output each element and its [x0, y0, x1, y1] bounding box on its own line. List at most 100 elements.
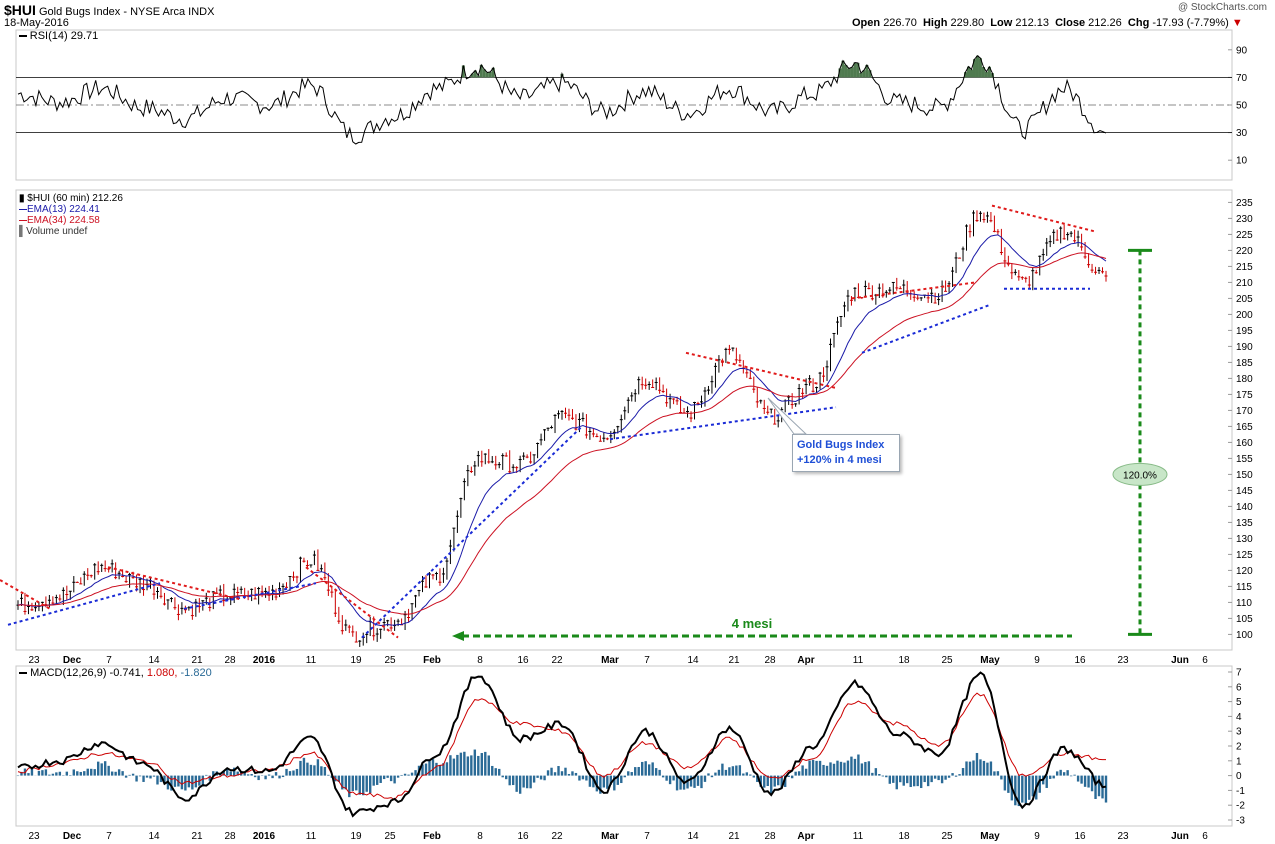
macd-hist-bar: [362, 775, 365, 796]
macd-hist-bar: [1038, 775, 1041, 793]
price-legend-title-text: $HUI (60 min) 212.26: [27, 193, 123, 204]
macd-hist-bar: [951, 773, 954, 776]
macd-hist-bar: [400, 774, 403, 776]
macd-hist-bar: [1031, 775, 1034, 797]
down-arrow-icon: ▼: [1231, 17, 1243, 29]
macd-ytick-label: -1: [1236, 786, 1245, 797]
macd-hist-bar: [76, 771, 79, 776]
macd-hist-bar: [1003, 775, 1007, 791]
volume-legend-text: Volume undef: [26, 226, 88, 237]
rsi-overbought-fill: [470, 73, 474, 78]
price-ytick-label: 165: [1236, 422, 1253, 433]
macd-ytick-label: 4: [1236, 712, 1242, 723]
macd-hist-bar: [707, 773, 710, 776]
macd-hist-bar: [595, 775, 599, 792]
macd-hist-bar: [972, 760, 975, 776]
close-value: 212.26: [1088, 17, 1122, 29]
macd-hist-bar: [982, 760, 986, 776]
macd-hist-bar: [801, 765, 804, 776]
macd-hist-bar: [560, 771, 564, 776]
price-panel-frame: [15, 189, 1233, 651]
annotation-pointer: [767, 397, 808, 435]
macd-hist-bar: [466, 756, 470, 776]
rsi-legend: RSI(14) 29.71: [19, 31, 98, 42]
macd-hist-bar: [539, 775, 543, 780]
macd-hist-bar: [940, 775, 944, 784]
macd-hist-bar: [278, 775, 281, 779]
macd-hist-bar: [930, 775, 933, 783]
macd-hist-bar: [323, 767, 327, 776]
macd-hist-bar: [184, 775, 187, 791]
macd-hist-bar: [546, 770, 550, 776]
support-trendline-5: [861, 303, 991, 354]
rsi-overbought-fill: [485, 72, 489, 78]
rsi-overbought-fill: [967, 66, 971, 78]
macd-hist-bar: [285, 768, 288, 776]
macd-hist-bar: [1097, 775, 1101, 797]
rsi-overbought-fill: [482, 69, 486, 78]
rsi-overbought-fill: [473, 70, 477, 78]
macd-hist-bar: [414, 770, 417, 776]
macd-hist-bar: [811, 759, 815, 776]
price-xtick-label: 14: [687, 655, 699, 666]
macd-hist-bar: [679, 775, 682, 790]
macd-hist-bar: [703, 775, 707, 782]
macd-ytick-label: 7: [1236, 668, 1242, 679]
price-ytick-label: 230: [1236, 214, 1253, 225]
price-ytick-label: 150: [1236, 470, 1253, 481]
rsi-overbought-fill: [479, 64, 483, 78]
macd-hist-bar: [644, 761, 647, 776]
macd-hist-bar: [961, 768, 965, 776]
rsi-overbought-fill: [975, 55, 979, 78]
rsi-overbought-fill: [856, 62, 860, 78]
macd-hist-bar: [379, 775, 382, 783]
macd-hist-bar: [44, 769, 48, 776]
macd-hist-bar: [1000, 775, 1003, 780]
macd-xtick-label: 22: [551, 831, 563, 842]
annotation-line2: +120% in 4 mesi: [797, 454, 882, 466]
rsi-overbought-fill: [461, 65, 465, 78]
close-label: Close: [1055, 17, 1086, 29]
macd-hist-bar: [264, 775, 267, 780]
macd-hist-bar: [654, 768, 658, 776]
macd-hist-bar: [431, 759, 435, 776]
macd-hist-bar: [836, 760, 839, 776]
macd-hist-bar: [396, 775, 400, 778]
macd-hist-bar: [787, 775, 790, 777]
macd-hist-bar: [892, 775, 895, 783]
macd-xtick-label: 21: [728, 831, 740, 842]
macd-hist-bar: [159, 775, 163, 783]
macd-hist-bar: [48, 774, 51, 776]
open-value: 226.70: [883, 17, 917, 29]
macd-xtick-label: Feb: [423, 831, 441, 842]
macd-hist-bar: [456, 754, 459, 776]
macd-hist-bar: [989, 761, 993, 776]
rsi-overbought-fill: [862, 70, 866, 78]
support-trendline-2: [183, 582, 317, 610]
macd-hist-bar: [571, 771, 574, 776]
rsi-overbought-fill: [847, 68, 851, 78]
macd-xtick-label: 7: [644, 831, 650, 842]
macd-xtick-label: 11: [853, 831, 864, 842]
macd-hist-bar: [592, 775, 595, 788]
macd-xtick-label: 7: [106, 831, 112, 842]
macd-hist-bar: [114, 771, 117, 776]
low-label: Low: [990, 17, 1013, 29]
macd-hist-bar: [470, 755, 473, 776]
open-label: Open: [852, 17, 881, 29]
macd-hist-bar: [103, 761, 107, 776]
macd-hist-bar: [365, 775, 368, 792]
macd-hist-bar: [553, 772, 557, 776]
percent-bubble-text: 120.0%: [1123, 470, 1157, 481]
macd-hist-bar: [1045, 775, 1048, 788]
macd-hist-bar: [1049, 775, 1052, 779]
rsi-overbought-fill: [987, 66, 991, 78]
macd-hist-bar: [797, 771, 801, 776]
price-ytick-label: 195: [1236, 326, 1253, 337]
macd-xtick-label: Mar: [601, 831, 619, 842]
macd-hist-bar: [993, 771, 996, 776]
macd-legend-v1: -0.741,: [109, 667, 144, 679]
macd-hist-bar: [878, 774, 881, 776]
macd-hist-bar: [306, 762, 309, 776]
macd-xtick-label: 23: [1117, 831, 1129, 842]
